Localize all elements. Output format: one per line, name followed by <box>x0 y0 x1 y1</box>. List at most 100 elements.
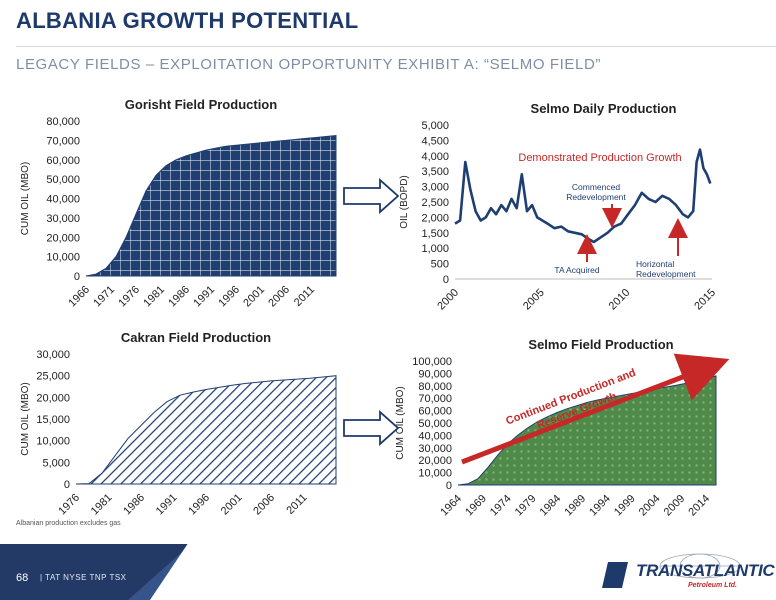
gorisht-ytick: 70,000 <box>46 135 80 147</box>
gorisht-ytick: 30,000 <box>46 213 80 225</box>
gorisht-xtick: 1966 <box>66 284 92 310</box>
selmo-field-xtick: 2009 <box>662 493 688 519</box>
selmo-field-ylabel: CUM OIL (MBO) <box>395 386 406 460</box>
ticker-text: | TAT NYSE TNP TSX <box>40 573 127 582</box>
cakran-xtick: 1976 <box>56 492 82 518</box>
selmo-daily-ytick: 0 <box>443 274 449 286</box>
selmo-field-xtick: 2004 <box>637 493 663 519</box>
page-title: ALBANIA GROWTH POTENTIAL <box>16 8 359 33</box>
gorisht-xtick: 2001 <box>241 284 267 310</box>
cakran-xtick: 1981 <box>89 492 115 518</box>
selmo-daily-xtick: 2010 <box>607 287 633 313</box>
cakran-ytick: 30,000 <box>36 349 70 361</box>
selmo-field-title: Selmo Field Production <box>528 337 673 352</box>
selmo-field-ytick: 100,000 <box>412 356 452 368</box>
cakran-ylabel: CUM OIL (MBO) <box>20 382 31 456</box>
selmo-daily-xtick: 2000 <box>435 287 461 313</box>
selmo-field-ytick: 70,000 <box>418 393 452 405</box>
cakran-xtick: 2006 <box>251 492 277 518</box>
selmo-daily-ytick: 5,000 <box>421 120 449 132</box>
selmo-field-xtick: 1994 <box>587 493 613 519</box>
cakran-xtick: 1986 <box>121 492 147 518</box>
selmo-daily-title: Selmo Daily Production <box>531 101 677 116</box>
selmo-daily-ytick: 1,000 <box>421 243 449 255</box>
selmo-field-ytick: 80,000 <box>418 381 452 393</box>
selmo-daily-ylabel: OIL (BOPD) <box>399 175 410 229</box>
gorisht-xtick: 1976 <box>116 284 142 310</box>
cakran-ytick: 20,000 <box>36 392 70 404</box>
selmo-field-ytick: 90,000 <box>418 368 452 380</box>
selmo-daily-xtick: 2015 <box>692 287 718 313</box>
selmo-daily-line <box>454 148 712 244</box>
cakran-xtick: 2011 <box>284 492 309 517</box>
title-divider <box>16 46 776 47</box>
cakran-ytick: 5,000 <box>42 457 70 469</box>
gorisht-ytick: 60,000 <box>46 155 80 167</box>
selmo-field-ytick: 20,000 <box>418 455 452 467</box>
cakran-ytick: 10,000 <box>36 436 70 448</box>
annotation-horizontal-1: Horizontal <box>636 259 674 269</box>
selmo-field-xtick: 1999 <box>612 493 638 519</box>
annotation-commenced-1: Commenced <box>572 182 620 192</box>
selmo-field-ytick: 50,000 <box>418 418 452 430</box>
annotation-commenced-2: Redevelopment <box>566 192 626 202</box>
gorisht-ytick: 0 <box>74 271 80 283</box>
selmo-field-ytick: 30,000 <box>418 443 452 455</box>
selmo-field-ytick: 60,000 <box>418 406 452 418</box>
annotation-ta-acquired: TA Acquired <box>554 265 599 275</box>
cakran-xtick: 1996 <box>186 492 212 518</box>
gorisht-ytick: 40,000 <box>46 194 80 206</box>
selmo-daily-ytick: 4,500 <box>421 135 449 147</box>
gorisht-xtick: 1991 <box>191 284 217 310</box>
company-logo <box>602 553 741 588</box>
selmo-daily-ytick: 1,500 <box>421 228 449 240</box>
gorisht-xtick: 1971 <box>91 284 117 310</box>
cakran-ytick: 0 <box>64 479 70 491</box>
gorisht-xtick: 1981 <box>141 284 167 310</box>
footnote: Albanian production excludes gas <box>16 520 121 527</box>
gorisht-title: Gorisht Field Production <box>125 97 277 112</box>
selmo-daily-xtick: 2005 <box>521 287 547 313</box>
gorisht-ylabel: CUM OIL (MBO) <box>20 162 31 236</box>
selmo-daily-ytick: 3,000 <box>421 182 449 194</box>
comparison-arrow-bottom <box>343 409 400 447</box>
selmo-daily-ytick: 2,000 <box>421 212 449 224</box>
selmo-field-xtick: 2014 <box>686 493 712 519</box>
gorisht-xtick: 1986 <box>166 284 192 310</box>
logo-wordmark: TRANSATLANTIC <box>636 561 775 580</box>
annotation-growth: Demonstrated Production Growth <box>518 152 681 164</box>
selmo-daily-ytick: 2,500 <box>421 197 449 209</box>
selmo-field-xtick: 1984 <box>538 493 564 519</box>
selmo-daily-ytick: 3,500 <box>421 166 449 178</box>
selmo-field-ytick: 40,000 <box>418 430 452 442</box>
gorisht-xtick: 1996 <box>216 284 242 310</box>
page-subtitle: LEGACY FIELDS – EXPLOITATION OPPORTUNITY… <box>16 56 601 73</box>
gorisht-xtick: 2006 <box>266 284 292 310</box>
selmo-field-xtick: 1964 <box>438 493 464 519</box>
annotation-horizontal-2: Redevelopment <box>636 269 696 279</box>
gorisht-ytick: 10,000 <box>46 252 80 264</box>
gorisht-ytick: 50,000 <box>46 174 80 186</box>
cakran-ytick: 25,000 <box>36 371 70 383</box>
growth-trend-arrow <box>461 353 730 465</box>
selmo-field-ytick: 10,000 <box>418 468 452 480</box>
selmo-field-xtick: 1989 <box>562 493 588 519</box>
gorisht-xtick: 2011 <box>292 284 317 309</box>
cakran-ytick: 15,000 <box>36 414 70 426</box>
gorisht-ytick: 80,000 <box>46 116 80 128</box>
comparison-arrow-top <box>343 177 400 215</box>
selmo-field-xtick: 1979 <box>513 493 539 519</box>
page-number: 68 <box>16 572 29 584</box>
selmo-daily-ytick: 4,000 <box>421 151 449 163</box>
selmo-field-ytick: 0 <box>446 480 452 492</box>
gorisht-ytick: 20,000 <box>46 232 80 244</box>
cakran-xtick: 1991 <box>154 492 180 518</box>
selmo-field-xtick: 1974 <box>488 493 514 519</box>
cakran-title: Cakran Field Production <box>121 330 271 345</box>
cakran-xtick: 2001 <box>219 492 245 518</box>
logo-subtitle: Petroleum Ltd. <box>688 582 738 589</box>
selmo-daily-ytick: 500 <box>431 259 449 271</box>
footer-panel <box>150 544 776 600</box>
gorisht-area <box>85 134 337 277</box>
